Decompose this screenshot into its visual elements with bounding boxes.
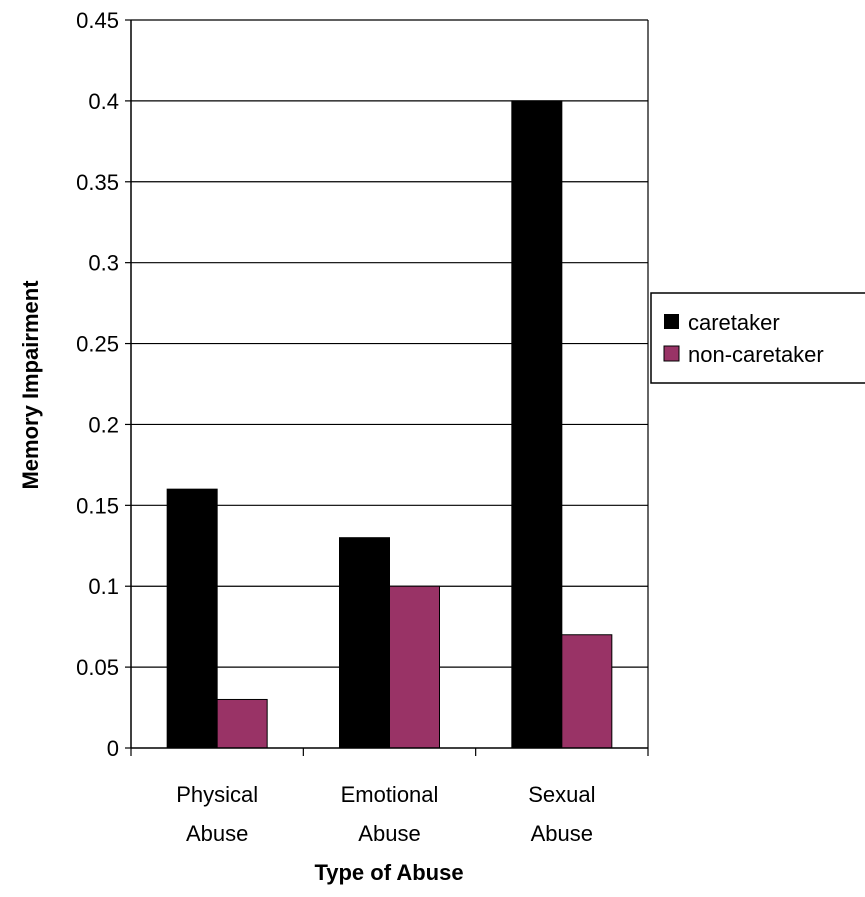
axes bbox=[125, 19, 649, 756]
x-tick-label: Physical bbox=[176, 782, 258, 807]
y-tick-label: 0.35 bbox=[76, 170, 119, 195]
x-tick-labels: Physical Abuse Emotional Abuse Sexual Abuse bbox=[176, 782, 595, 846]
bar-non-caretaker-emotional-abuse bbox=[389, 585, 440, 749]
legend-label-non-caretaker: non-caretaker bbox=[688, 342, 824, 367]
x-tick-label: Emotional bbox=[341, 782, 439, 807]
legend-swatch-non-caretaker bbox=[663, 345, 680, 362]
x-tick-label: Abuse bbox=[186, 821, 248, 846]
y-tick-label: 0.25 bbox=[76, 332, 119, 357]
x-tick-label: Abuse bbox=[358, 821, 420, 846]
x-tick-label: Abuse bbox=[531, 821, 593, 846]
bar-caretaker-physical-abuse bbox=[166, 488, 218, 749]
y-tick-labels: 0 0.05 0.1 0.15 0.2 0.25 0.3 0.35 0.4 0.45 bbox=[76, 8, 119, 761]
bars bbox=[166, 100, 613, 749]
legend-box bbox=[650, 292, 865, 384]
bar-caretaker-sexual-abuse bbox=[511, 100, 563, 749]
y-tick-label: 0.4 bbox=[88, 89, 119, 114]
bar-caretaker-emotional-abuse bbox=[339, 537, 390, 749]
x-axis-title: Type of Abuse bbox=[314, 860, 463, 885]
y-tick-label: 0 bbox=[107, 736, 119, 761]
y-tick-label: 0.15 bbox=[76, 493, 119, 518]
legend-label-caretaker: caretaker bbox=[688, 310, 780, 335]
bar-non-caretaker-physical-abuse bbox=[216, 698, 268, 749]
y-tick-label: 0.2 bbox=[88, 412, 119, 437]
bar-non-caretaker-sexual-abuse bbox=[561, 634, 613, 749]
y-tick-label: 0.3 bbox=[88, 251, 119, 276]
legend-swatch-caretaker bbox=[664, 314, 679, 329]
y-axis-title: Memory Impairment bbox=[18, 280, 43, 490]
x-tick-label: Sexual bbox=[528, 782, 595, 807]
y-tick-label: 0.45 bbox=[76, 8, 119, 33]
legend: caretaker non-caretaker bbox=[650, 292, 865, 384]
y-tick-label: 0.1 bbox=[88, 574, 119, 599]
y-tick-label: 0.05 bbox=[76, 655, 119, 680]
